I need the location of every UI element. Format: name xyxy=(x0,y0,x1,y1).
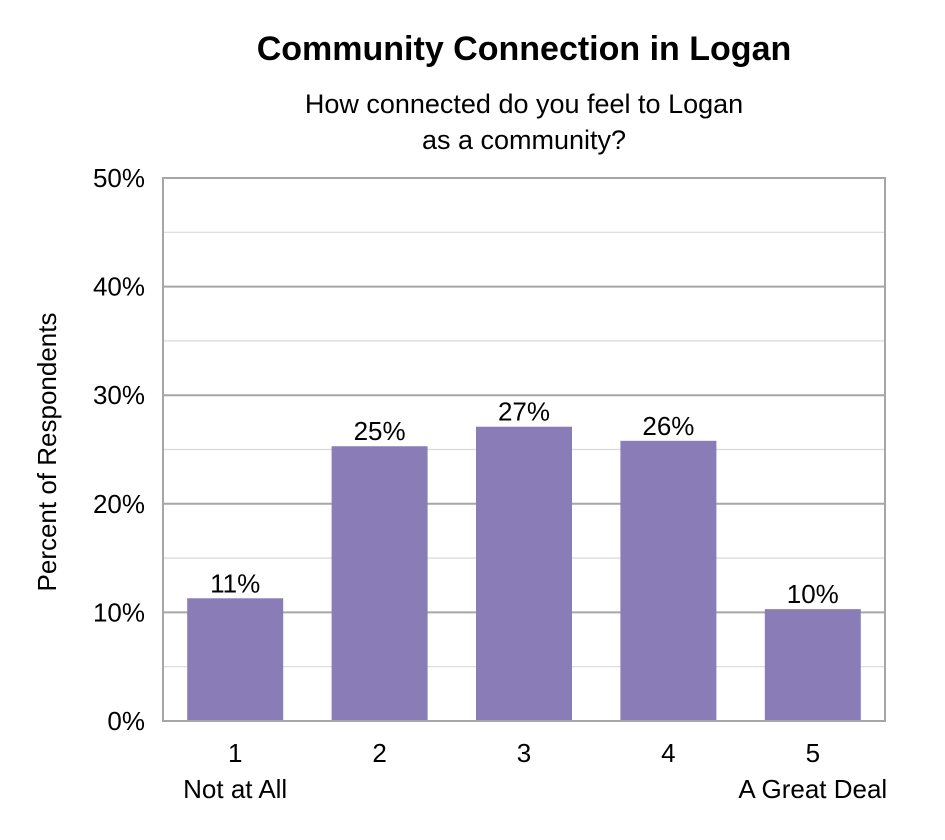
data-label: 10% xyxy=(787,579,839,609)
bar xyxy=(187,598,284,721)
data-label: 11% xyxy=(210,568,260,598)
y-tick-label: 40% xyxy=(93,272,145,302)
x-tick-label: 5 xyxy=(806,738,820,768)
data-label: 25% xyxy=(354,416,406,446)
bar xyxy=(331,446,428,721)
bar xyxy=(620,440,717,721)
x-tick-sublabel: A Great Deal xyxy=(738,774,887,804)
plot-area: 0% 10% 20% 30% 40% 50% 11% 1 Not at All 25% 2 27% 3 2… xyxy=(93,163,887,804)
x-tick-label: 2 xyxy=(372,738,386,768)
x-tick-sublabel: Not at All xyxy=(183,774,287,804)
y-tick-label: 30% xyxy=(93,380,145,410)
data-label: 27% xyxy=(498,397,550,427)
bar xyxy=(476,426,572,721)
x-tick-label: 3 xyxy=(517,738,531,768)
x-tick-label: 4 xyxy=(661,738,675,768)
data-label: 26% xyxy=(642,411,694,441)
y-tick-label: 50% xyxy=(93,163,145,193)
bar xyxy=(764,609,861,721)
y-tick-label: 10% xyxy=(93,597,145,627)
plot-border xyxy=(162,177,886,722)
y-tick-label: 0% xyxy=(107,706,145,736)
chart-subtitle-line-2: as a community? xyxy=(422,125,626,155)
chart-subtitle-line-1: How connected do you feel to Logan xyxy=(305,89,743,119)
chart-title: Community Connection in Logan xyxy=(257,30,792,68)
y-axis-label: Percent of Respondents xyxy=(32,313,62,592)
y-tick-label: 20% xyxy=(93,489,145,519)
x-tick-label: 1 xyxy=(228,738,242,768)
